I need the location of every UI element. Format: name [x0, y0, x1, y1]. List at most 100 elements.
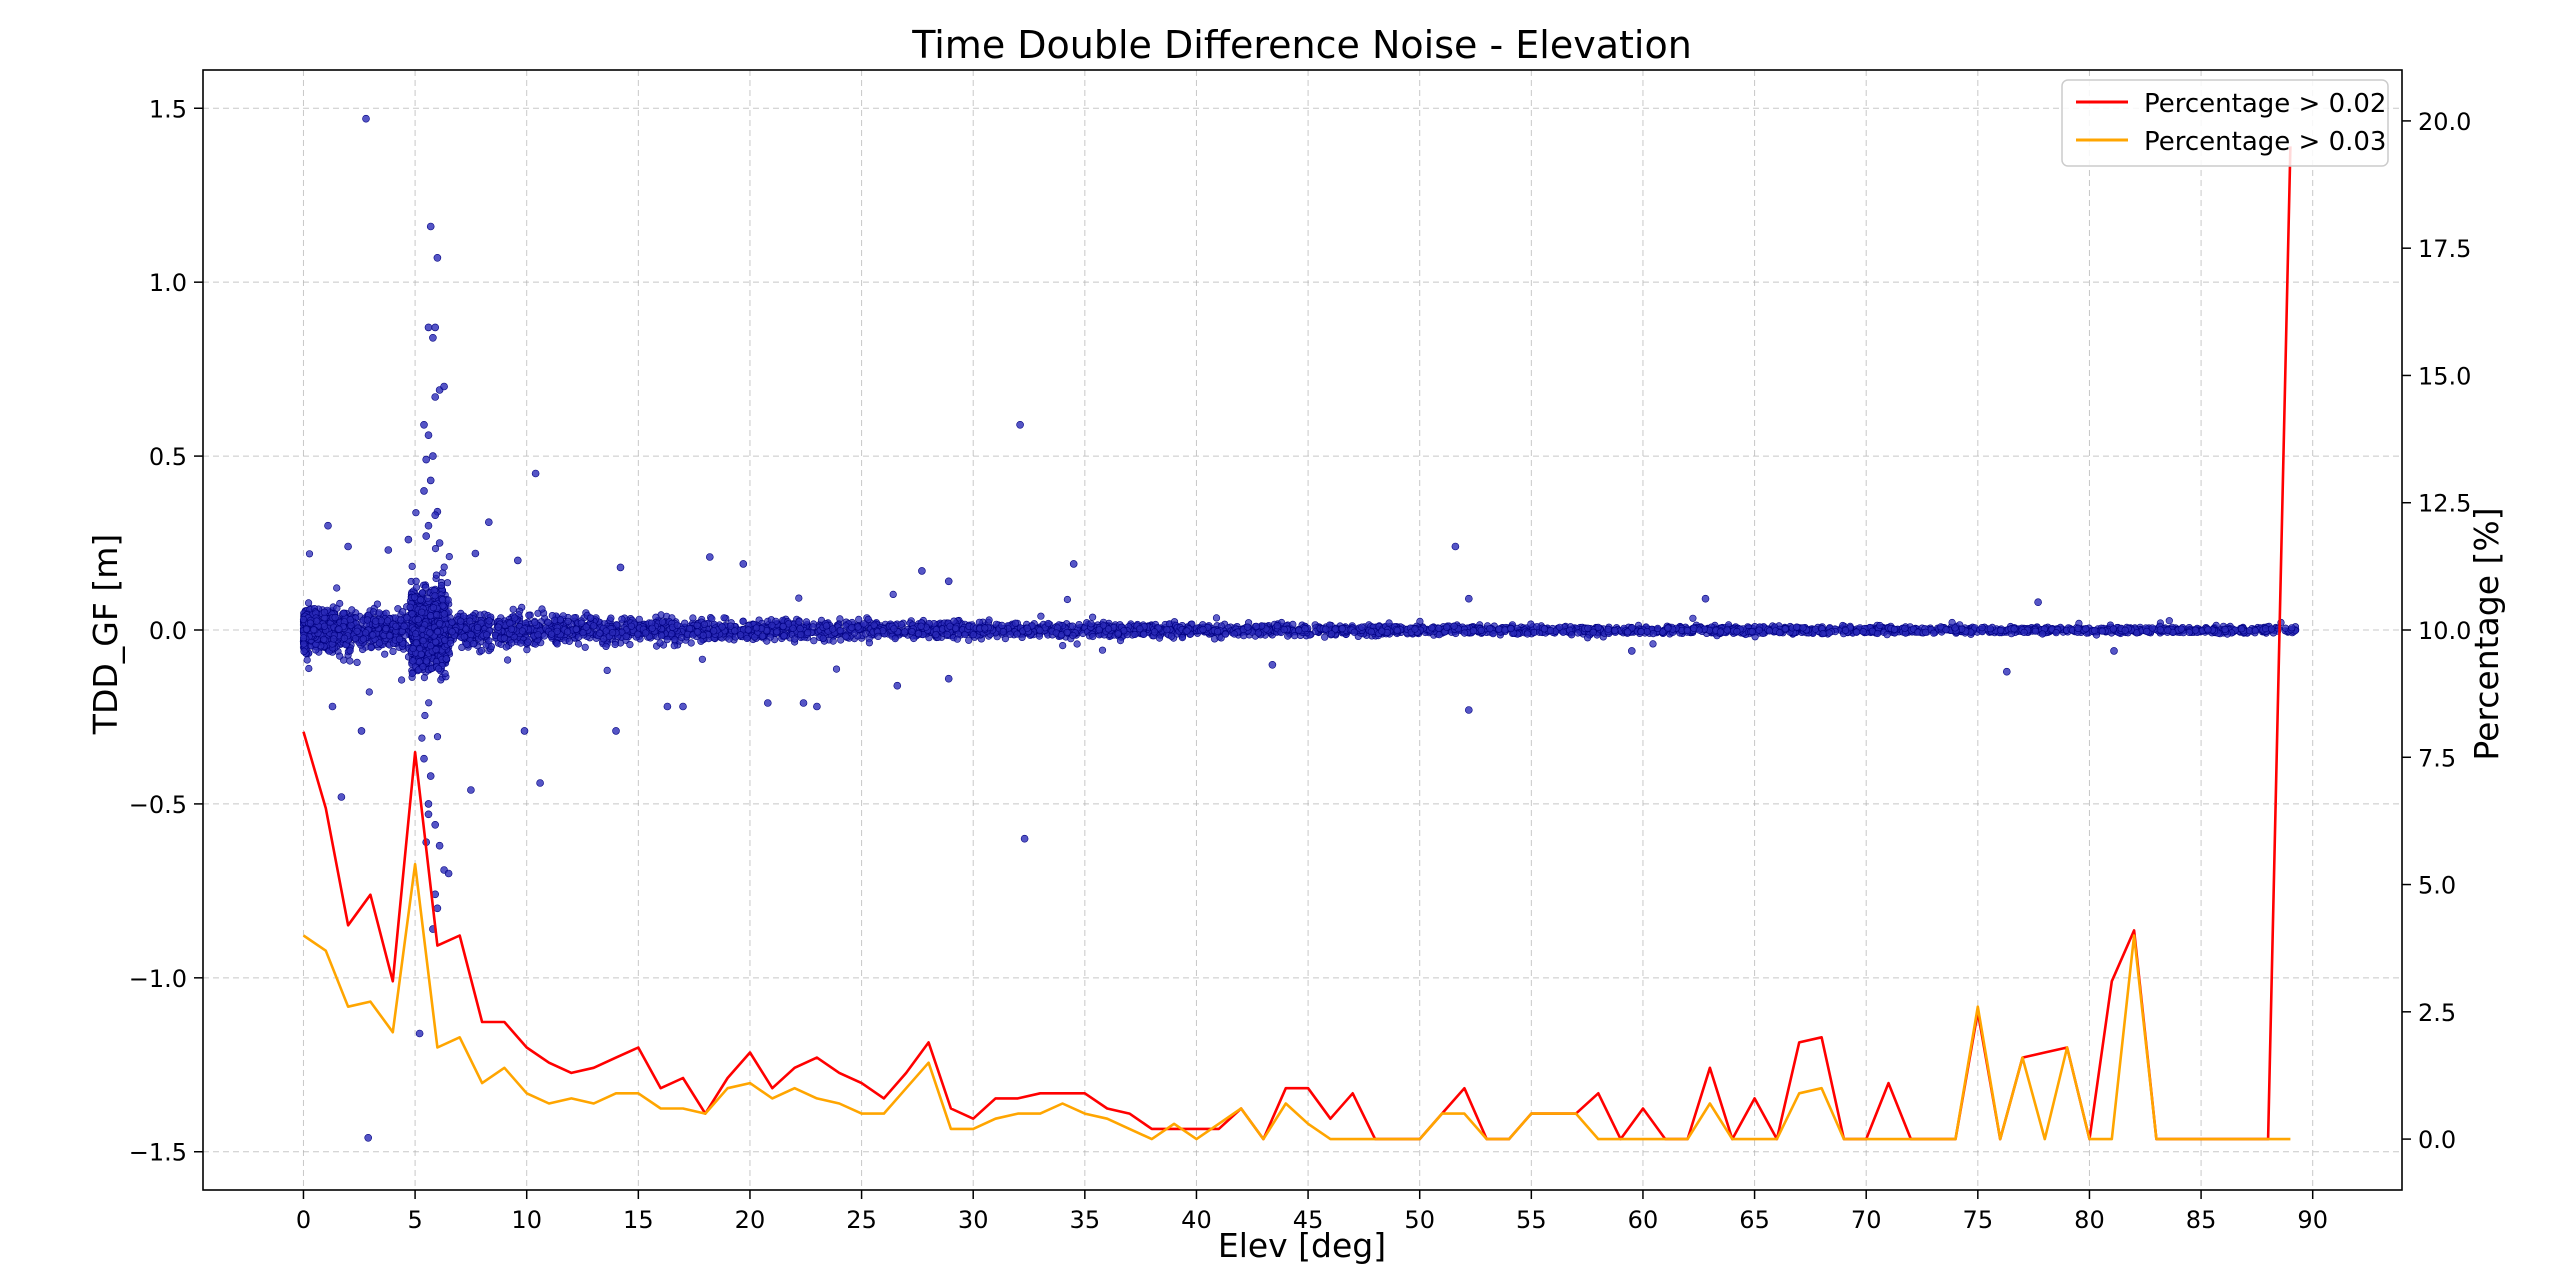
scatter-point	[602, 642, 610, 651]
scatter-point	[795, 594, 803, 602]
scatter-point	[320, 608, 329, 616]
scatter-point	[398, 676, 406, 684]
scatter-point	[908, 627, 916, 636]
scatter-point	[1443, 623, 1451, 631]
scatter-point	[860, 620, 868, 628]
scatter-point	[443, 579, 452, 587]
scatter-point	[900, 628, 909, 636]
scatter-point	[2010, 625, 2018, 633]
scatter-point	[435, 665, 443, 673]
scatter-point	[1469, 627, 1477, 635]
scatter-point	[478, 646, 486, 655]
scatter-point	[363, 616, 372, 624]
scatter-point	[2164, 626, 2172, 634]
scatter-point	[870, 621, 878, 629]
scatter-point	[1460, 629, 1469, 637]
scatter-point	[1068, 622, 1077, 630]
scatter-point	[412, 509, 420, 517]
scatter-point	[1089, 632, 1097, 641]
scatter-point	[305, 599, 313, 607]
scatter-point	[1011, 619, 1020, 627]
scatter-point	[1023, 624, 1031, 632]
scatter-point	[581, 643, 589, 651]
scatter-point	[424, 594, 432, 602]
scatter-point	[412, 577, 420, 585]
scatter-point	[1611, 626, 1619, 635]
scatter-point	[441, 669, 449, 678]
scatter-point	[1044, 619, 1052, 628]
scatter-point	[829, 637, 837, 645]
scatter-point	[998, 621, 1006, 630]
scatter-point	[564, 617, 572, 626]
scatter-point	[375, 639, 384, 647]
scatter-point	[1131, 630, 1139, 639]
scatter-point	[726, 622, 735, 630]
scatter-point	[810, 637, 818, 645]
scatter-point	[725, 635, 733, 643]
scatter-point	[384, 617, 392, 625]
scatter-point	[1230, 630, 1238, 638]
scatter-point	[538, 605, 546, 613]
scatter-point	[2156, 626, 2164, 634]
scatter-point	[425, 699, 433, 707]
scatter-point	[320, 622, 329, 630]
scatter-point	[965, 636, 973, 644]
scatter-point	[943, 630, 951, 639]
scatter-point	[414, 615, 422, 624]
scatter-point	[553, 640, 561, 648]
scatter-point	[2288, 624, 2296, 632]
scatter-point	[1358, 623, 1366, 631]
scatter-point	[1574, 629, 1582, 637]
scatter-point	[1290, 632, 1299, 640]
scatter-point	[1546, 626, 1555, 635]
scatter-point	[445, 552, 453, 561]
scatter-point	[518, 627, 526, 635]
scatter-point	[509, 605, 517, 613]
scatter-point	[773, 628, 781, 636]
scatter-point	[602, 627, 610, 635]
scatter-point	[693, 621, 701, 630]
scatter-point	[836, 626, 844, 635]
scatter-point	[1088, 613, 1097, 621]
scatter-point	[1584, 624, 1592, 632]
scatter-point	[2238, 625, 2246, 633]
scatter-point	[832, 665, 841, 673]
scatter-point	[681, 619, 689, 627]
scatter-point	[448, 618, 456, 626]
scatter-point	[698, 655, 707, 663]
scatter-point	[626, 640, 634, 649]
scatter-point	[1289, 620, 1297, 629]
scatter-point	[1116, 636, 1125, 645]
scatter-point	[889, 590, 897, 599]
scatter-point	[1367, 628, 1375, 636]
scatter-point	[1350, 628, 1358, 636]
scatter-point	[418, 589, 426, 597]
scatter-point	[572, 625, 580, 633]
scatter-point	[1059, 641, 1067, 650]
scatter-point	[397, 616, 405, 624]
scatter-point	[1594, 623, 1602, 632]
scatter-point	[381, 650, 389, 658]
scatter-point	[1501, 626, 1509, 634]
scatter-point	[1649, 640, 1657, 648]
scatter-point	[1689, 614, 1697, 622]
scatter-point	[969, 631, 977, 639]
scatter-point	[365, 688, 373, 696]
scatter-point	[389, 647, 397, 656]
scatter-point	[373, 600, 382, 608]
scatter-point	[504, 656, 512, 664]
scatter-point	[400, 622, 408, 630]
scatter-point	[336, 652, 344, 660]
scatter-point	[829, 625, 837, 633]
scatter-point	[411, 593, 419, 601]
scatter-point	[396, 635, 404, 643]
scatter-point	[809, 623, 817, 631]
scatter-point	[608, 628, 617, 637]
scatter-point	[1825, 629, 1833, 637]
scatter-point	[865, 639, 874, 647]
scatter-point	[607, 614, 615, 622]
scatter-point	[848, 623, 856, 632]
scatter-point	[419, 663, 427, 671]
scatter-point	[348, 606, 356, 614]
scatter-point	[339, 609, 348, 617]
